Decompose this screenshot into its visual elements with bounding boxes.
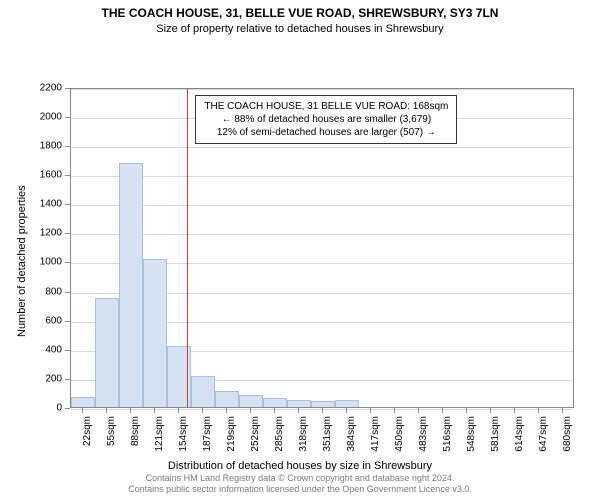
- plot-region: THE COACH HOUSE, 31 BELLE VUE ROAD: 168s…: [70, 88, 574, 408]
- gridline: [71, 147, 573, 148]
- annotation-box: THE COACH HOUSE, 31 BELLE VUE ROAD: 168s…: [195, 95, 457, 144]
- y-tick-label: 1200: [22, 228, 62, 239]
- x-tick-mark: [202, 408, 203, 413]
- chart-title: THE COACH HOUSE, 31, BELLE VUE ROAD, SHR…: [0, 0, 600, 22]
- histogram-bar: [191, 376, 215, 407]
- footer-attribution: Contains HM Land Registry data © Crown c…: [0, 473, 600, 496]
- x-tick-mark: [226, 408, 227, 413]
- x-tick-label: 483sqm: [418, 416, 429, 466]
- gridline: [71, 234, 573, 235]
- x-tick-mark: [490, 408, 491, 413]
- x-tick-label: 88sqm: [130, 416, 141, 466]
- histogram-bar: [95, 298, 119, 407]
- histogram-bar: [239, 395, 263, 407]
- x-tick-label: 516sqm: [442, 416, 453, 466]
- annotation-line-1: THE COACH HOUSE, 31 BELLE VUE ROAD: 168s…: [204, 100, 448, 113]
- histogram-bar: [71, 397, 95, 407]
- y-tick-mark: [65, 88, 70, 89]
- x-tick-mark: [394, 408, 395, 413]
- x-tick-label: 384sqm: [346, 416, 357, 466]
- x-tick-mark: [346, 408, 347, 413]
- x-tick-label: 252sqm: [250, 416, 261, 466]
- y-tick-label: 1800: [22, 141, 62, 152]
- chart-subtitle: Size of property relative to detached ho…: [0, 22, 600, 40]
- annotation-line-2: ← 88% of detached houses are smaller (3,…: [204, 113, 448, 126]
- footer-line-2: Contains public sector information licen…: [0, 484, 600, 496]
- histogram-bar: [215, 391, 239, 407]
- x-tick-label: 22sqm: [82, 416, 93, 466]
- x-tick-label: 581sqm: [490, 416, 501, 466]
- y-tick-label: 600: [22, 315, 62, 326]
- x-tick-label: 548sqm: [466, 416, 477, 466]
- y-tick-label: 800: [22, 286, 62, 297]
- y-tick-mark: [65, 262, 70, 263]
- histogram-bar: [335, 400, 359, 407]
- histogram-bar: [311, 401, 335, 407]
- x-tick-label: 450sqm: [394, 416, 405, 466]
- y-tick-label: 200: [22, 373, 62, 384]
- x-tick-mark: [538, 408, 539, 413]
- y-tick-label: 1000: [22, 257, 62, 268]
- reference-line: [187, 89, 188, 407]
- x-tick-label: 219sqm: [226, 416, 237, 466]
- gridline: [71, 205, 573, 206]
- gridline: [71, 176, 573, 177]
- x-tick-mark: [466, 408, 467, 413]
- y-tick-mark: [65, 321, 70, 322]
- x-tick-label: 417sqm: [370, 416, 381, 466]
- x-tick-label: 680sqm: [562, 416, 573, 466]
- histogram-bar: [143, 259, 167, 407]
- y-tick-label: 1400: [22, 199, 62, 210]
- y-tick-mark: [65, 233, 70, 234]
- x-tick-label: 121sqm: [154, 416, 165, 466]
- y-tick-label: 0: [22, 402, 62, 413]
- y-tick-label: 2200: [22, 82, 62, 93]
- x-tick-label: 647sqm: [538, 416, 549, 466]
- chart-area: Number of detached properties THE COACH …: [0, 40, 600, 478]
- y-tick-mark: [65, 204, 70, 205]
- y-tick-mark: [65, 408, 70, 409]
- y-tick-mark: [65, 350, 70, 351]
- y-tick-mark: [65, 175, 70, 176]
- x-tick-mark: [154, 408, 155, 413]
- x-tick-mark: [442, 408, 443, 413]
- y-tick-label: 2000: [22, 111, 62, 122]
- x-tick-label: 351sqm: [322, 416, 333, 466]
- histogram-bar: [119, 163, 143, 407]
- x-tick-mark: [130, 408, 131, 413]
- x-tick-mark: [178, 408, 179, 413]
- x-tick-label: 55sqm: [106, 416, 117, 466]
- x-tick-mark: [418, 408, 419, 413]
- x-tick-mark: [514, 408, 515, 413]
- x-tick-label: 187sqm: [202, 416, 213, 466]
- y-tick-mark: [65, 146, 70, 147]
- histogram-bar: [263, 398, 287, 407]
- x-tick-label: 154sqm: [178, 416, 189, 466]
- x-tick-mark: [106, 408, 107, 413]
- x-tick-mark: [322, 408, 323, 413]
- histogram-bar: [287, 400, 311, 407]
- y-tick-mark: [65, 379, 70, 380]
- x-tick-label: 318sqm: [298, 416, 309, 466]
- x-tick-mark: [370, 408, 371, 413]
- gridline: [71, 89, 573, 90]
- x-tick-label: 614sqm: [514, 416, 525, 466]
- x-tick-mark: [82, 408, 83, 413]
- x-tick-mark: [298, 408, 299, 413]
- y-tick-mark: [65, 292, 70, 293]
- y-tick-mark: [65, 117, 70, 118]
- x-tick-mark: [562, 408, 563, 413]
- y-tick-label: 1600: [22, 170, 62, 181]
- x-tick-label: 285sqm: [274, 416, 285, 466]
- x-tick-mark: [274, 408, 275, 413]
- annotation-line-3: 12% of semi-detached houses are larger (…: [204, 126, 448, 139]
- footer-line-1: Contains HM Land Registry data © Crown c…: [0, 473, 600, 485]
- y-tick-label: 400: [22, 344, 62, 355]
- x-tick-mark: [250, 408, 251, 413]
